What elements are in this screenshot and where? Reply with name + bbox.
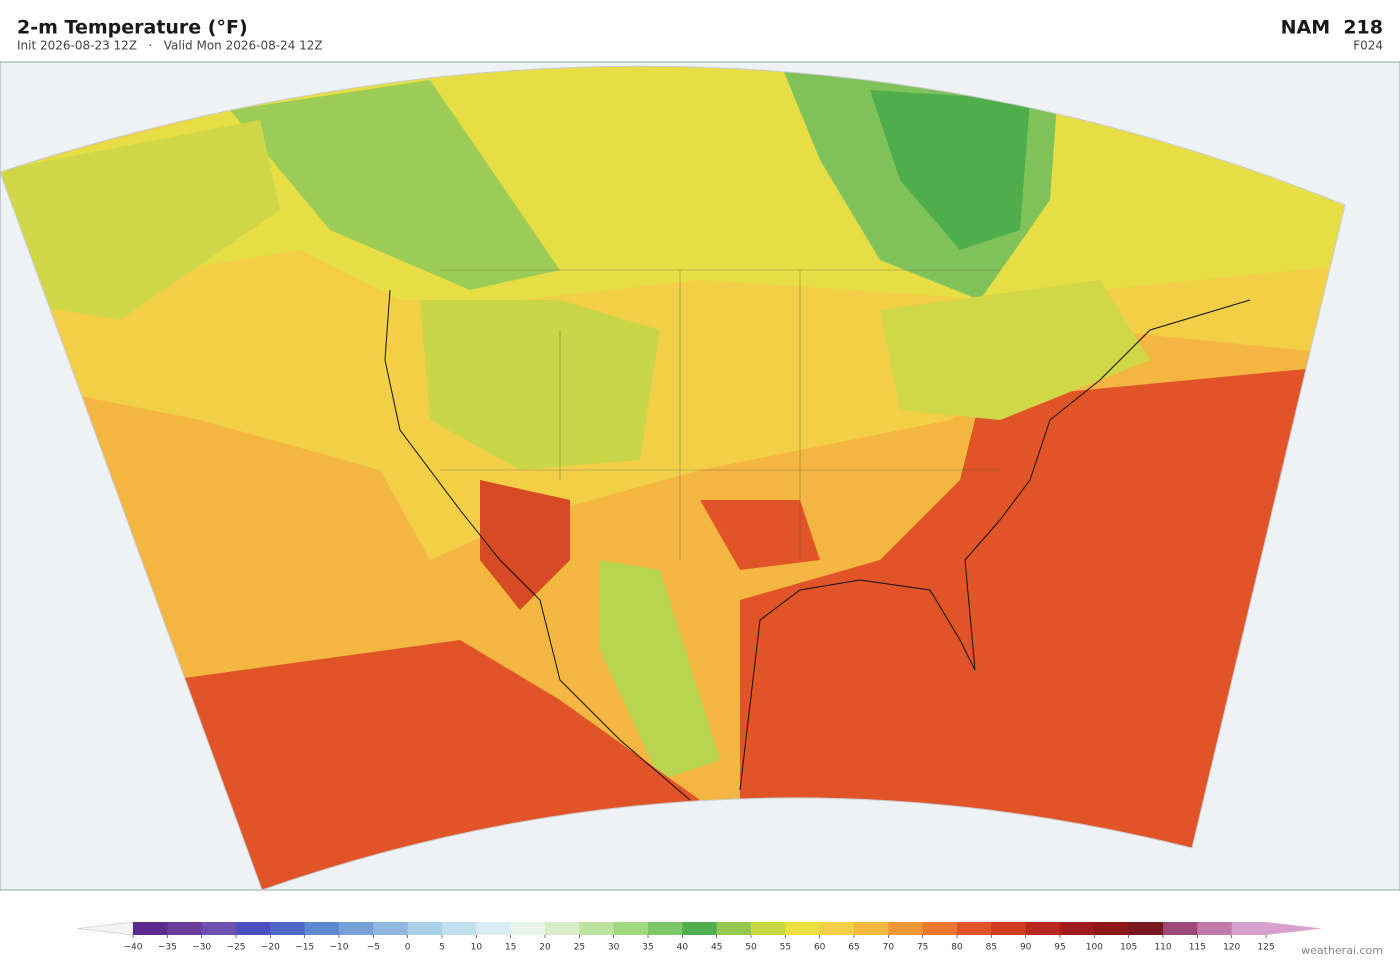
colorbar-tick-label: 35	[642, 943, 653, 953]
colorbar-over	[1266, 922, 1322, 935]
colorbar-box	[201, 922, 237, 935]
colorbar-tick-label: 55	[780, 943, 791, 953]
colorbar-box	[922, 922, 958, 935]
colorbar-tick-label: 65	[848, 943, 859, 953]
colorbar-box	[785, 922, 821, 935]
colorbar-tick-label: 0	[405, 943, 411, 953]
colorbar-tick-label: 95	[1054, 943, 1065, 953]
colorbar-box	[407, 922, 443, 935]
colorbar-tick-label: 30	[608, 943, 620, 953]
colorbar-tick-label: 100	[1086, 943, 1103, 953]
borders	[440, 269, 1000, 560]
colorbar-tick-label: 85	[986, 943, 997, 953]
colorbar-box	[1197, 922, 1233, 935]
colorbar-tick-label: 15	[505, 943, 516, 953]
colorbar-tick-label: 90	[1020, 943, 1032, 953]
watermark: weatherai.com	[1301, 944, 1383, 957]
colorbar-tick-label: −25	[227, 943, 246, 953]
map	[0, 61, 1400, 891]
colorbar-box	[545, 922, 580, 935]
colorbar-tick-label: 115	[1189, 943, 1206, 953]
colorbar-box	[854, 922, 889, 935]
colorbar-tick-label: 50	[745, 943, 757, 953]
colorbar-box	[888, 922, 924, 935]
map-subtitle: Init 2026-08-23 12Z · Valid Mon 2026-08-…	[17, 39, 323, 53]
colorbar-box	[270, 922, 306, 935]
colorbar-box	[716, 922, 752, 935]
colorbar-box	[648, 922, 683, 935]
colorbar-tick-label: −15	[295, 943, 314, 953]
colorbar-box	[1128, 922, 1164, 935]
colorbar-box	[682, 922, 718, 935]
colorbar-tick-label: 70	[883, 943, 895, 953]
colorbar-box	[613, 922, 649, 935]
colorbar-box	[1094, 922, 1130, 935]
colorbar-box	[579, 922, 615, 935]
colorbar-tick-label: −5	[367, 943, 380, 953]
colorbar-box	[133, 922, 168, 935]
colorbar-tick-label: 110	[1154, 943, 1171, 953]
colorbar-box	[957, 922, 992, 935]
colorbar-tick-label: 5	[439, 943, 445, 953]
forecast-hour: F024	[1353, 39, 1383, 53]
colorbar-box	[442, 922, 477, 935]
colorbar-tick-label: 10	[471, 943, 483, 953]
colorbar-tick-label: −35	[158, 943, 177, 953]
colorbar-tick-label: 120	[1223, 943, 1240, 953]
colorbar-under	[77, 921, 134, 936]
colorbar-box	[339, 922, 374, 935]
colorbar-box	[373, 922, 409, 935]
colorbar-tick-label: 105	[1120, 943, 1137, 953]
colorbar-box	[1025, 922, 1061, 935]
colorbar-tick-label: 40	[677, 943, 689, 953]
colorbar-box	[236, 922, 271, 935]
colorbar: −40 −35 −30 −25 −20 −15 −10 −5 0 5 10 15 20 25 30 35 40 4…	[77, 921, 1322, 953]
colorbar-box	[819, 922, 855, 935]
colorbar-tick-label: 45	[711, 943, 722, 953]
colorbar-tick-label: −30	[192, 943, 211, 953]
map-title: 2-m Temperature (°F)	[17, 17, 248, 39]
colorbar-box	[167, 922, 203, 935]
colorbar-box	[510, 922, 546, 935]
colorbar-tick-label: −20	[261, 943, 280, 953]
colorbar-box	[304, 922, 340, 935]
colorbar-box	[1231, 922, 1267, 935]
colorbar-tick-label: 20	[539, 943, 551, 953]
model-name: NAM 218	[1281, 17, 1383, 39]
colorbar-box	[751, 922, 786, 935]
colorbar-tick-label: 80	[951, 943, 963, 953]
colorbar-tick-label: 75	[917, 943, 928, 953]
colorbar-tick-label: −10	[330, 943, 349, 953]
colorbar-tick-label: 60	[814, 943, 826, 953]
colorbar-box	[1163, 922, 1198, 935]
colorbar-box	[1060, 922, 1095, 935]
colorbar-tick-label: −40	[124, 943, 143, 953]
colorbar-box	[476, 922, 512, 935]
colorbar-tick-label: 125	[1257, 943, 1274, 953]
colorbar-box	[991, 922, 1027, 935]
coastline	[384, 289, 1251, 801]
colorbar-tick-label: 25	[574, 943, 585, 953]
